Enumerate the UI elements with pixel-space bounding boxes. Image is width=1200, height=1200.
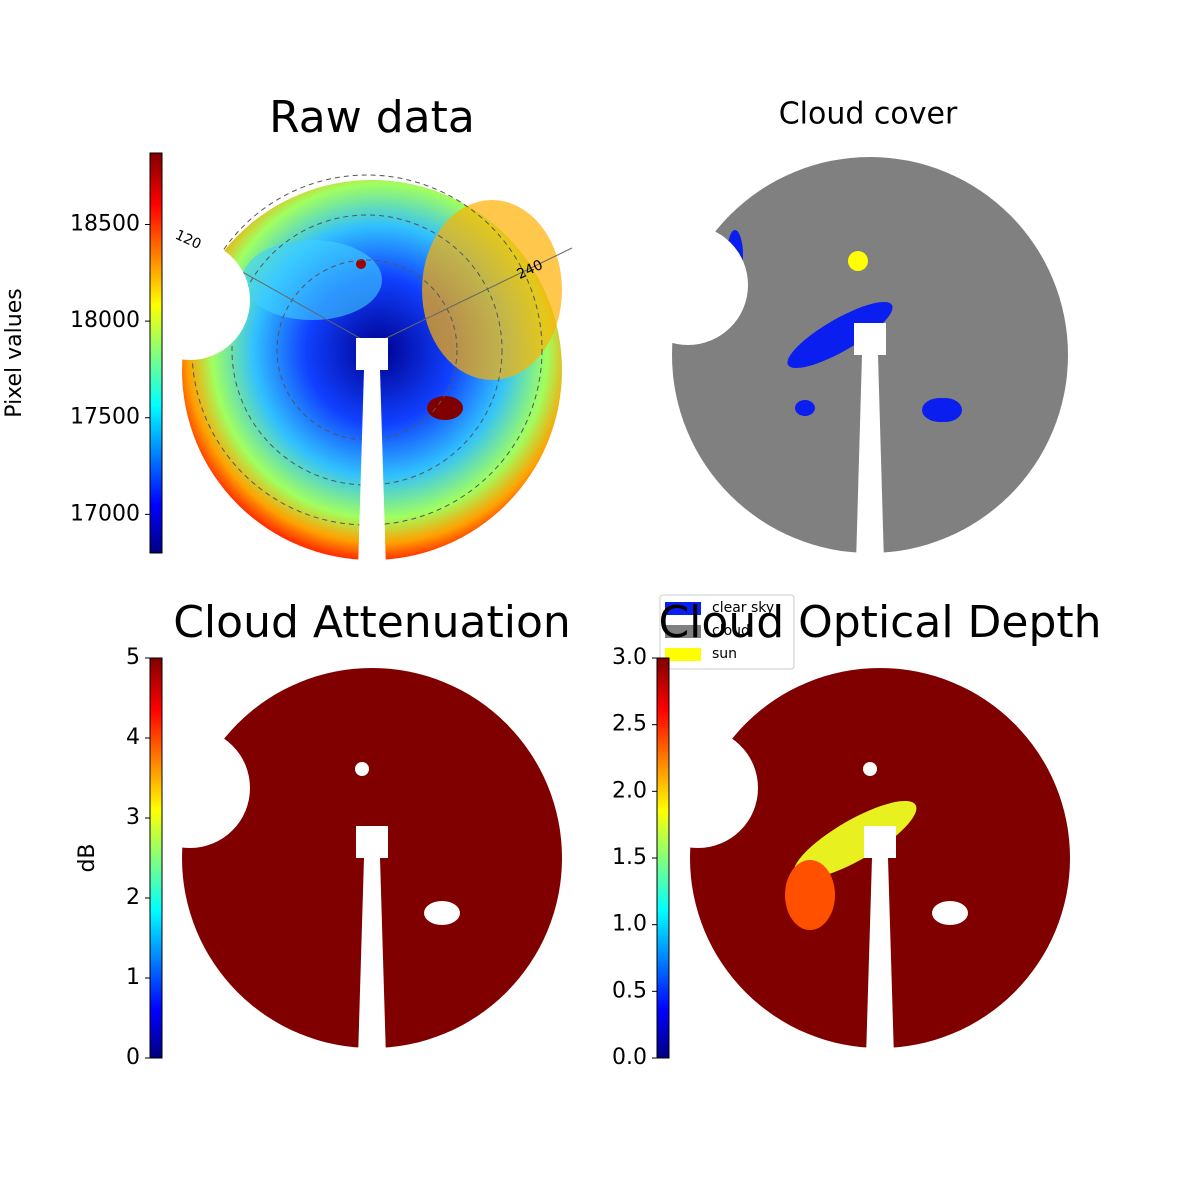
panel-title: Cloud cover	[779, 97, 958, 132]
colorbar-tick-label: 1	[126, 965, 140, 990]
pier-mask	[856, 355, 884, 563]
legend-label: clear sky	[712, 600, 774, 616]
pier-mask	[358, 370, 386, 570]
colorbar-tick-label: 1.5	[612, 845, 647, 870]
horizon-mask	[130, 240, 250, 360]
colorbar-tick-label: 18000	[70, 308, 140, 333]
clear-sky	[795, 400, 815, 416]
colorbar	[656, 657, 670, 1059]
polar-spoke	[371, 247, 573, 346]
sun	[848, 251, 868, 271]
pier-mask	[356, 826, 388, 858]
colorbar-tick-label: 17000	[70, 501, 140, 526]
colorbar-tick-label: 0.5	[612, 978, 647, 1003]
sun	[863, 762, 877, 776]
colorbar-tick-label: 1.0	[612, 912, 647, 937]
horizon-mask	[130, 728, 250, 848]
cloud-region	[793, 800, 917, 880]
panel-title: Cloud Optical Depth	[658, 597, 1101, 648]
cloud-region	[242, 240, 382, 320]
masked-region	[922, 398, 958, 422]
colorbar-tick-label: 17500	[70, 405, 140, 430]
legend-swatch	[665, 625, 701, 638]
colorbar-tick-label: 18500	[70, 211, 140, 236]
pier-mask	[358, 858, 386, 1058]
colorbar-tick-label: 0	[126, 1045, 140, 1070]
sky-panel	[130, 668, 562, 1058]
colorbar-tick-label: 2	[126, 885, 140, 910]
cloud-region	[785, 860, 835, 930]
masked-region	[932, 901, 968, 925]
legend-swatch	[665, 602, 701, 615]
colorbar-tick-label: 2.0	[612, 778, 647, 803]
sun	[355, 762, 369, 776]
panel-title: Cloud Attenuation	[173, 597, 571, 648]
colorbar-label: dB	[75, 843, 100, 872]
legend-label: sun	[712, 646, 737, 662]
colorbar	[149, 657, 163, 1059]
cloud-region	[427, 396, 463, 420]
colorbar-tick-label: 3	[126, 805, 140, 830]
colorbar-tick-label: 4	[126, 725, 140, 750]
colorbar	[149, 152, 163, 554]
polar-ring	[276, 259, 458, 441]
masked-region	[424, 901, 460, 925]
sky-panel	[628, 157, 1068, 563]
pier-mask	[356, 338, 388, 370]
pier-mask	[866, 858, 894, 1058]
pier-mask	[854, 323, 886, 355]
panel-title: Raw data	[269, 92, 475, 143]
horizon-mask	[628, 225, 748, 345]
sky-panel	[638, 668, 1070, 1058]
cloud-region	[422, 200, 562, 380]
pier-mask	[864, 826, 896, 858]
legend-swatch	[665, 648, 701, 661]
colorbar-tick-label: 5	[126, 645, 140, 670]
colorbar-tick-label: 2.5	[612, 712, 647, 737]
colorbar-label: Pixel values	[2, 288, 27, 417]
sun	[356, 259, 366, 269]
horizon-mask	[638, 728, 758, 848]
clear-sky	[787, 301, 893, 369]
legend-label: cloud	[712, 623, 750, 639]
colorbar-tick-label: 3.0	[612, 645, 647, 670]
colorbar-tick-label: 0.0	[612, 1045, 647, 1070]
